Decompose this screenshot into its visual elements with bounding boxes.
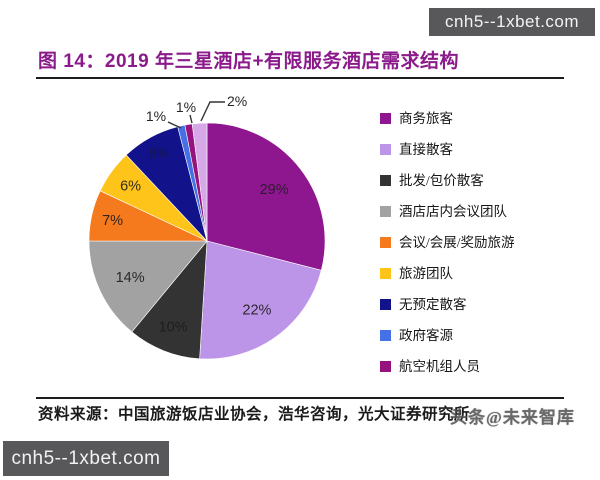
slice-percentage-label: 22% bbox=[242, 303, 271, 319]
legend-label: 酒店店内会议团队 bbox=[399, 204, 507, 219]
slice-percentage-label: 1% bbox=[146, 108, 166, 124]
watermark-top-right: cnh5--1xbet.com bbox=[429, 8, 595, 36]
legend-item: 直接散客 bbox=[380, 141, 515, 159]
slice-percentage-label: 6% bbox=[120, 179, 141, 195]
watermark-bottom-left: cnh5--1xbet.com bbox=[3, 441, 169, 476]
legend-label: 商务旅客 bbox=[399, 111, 453, 126]
legend-item: 酒店店内会议团队 bbox=[380, 203, 515, 221]
title-divider bbox=[36, 77, 564, 79]
pie-slice bbox=[206, 122, 326, 271]
legend-item: 旅游团队 bbox=[380, 265, 515, 283]
legend-item: 无预定散客 bbox=[380, 296, 515, 314]
legend-item: 航空机组人员 bbox=[380, 358, 515, 376]
legend-item: 商务旅客 bbox=[380, 110, 515, 128]
legend-swatch-icon bbox=[380, 268, 391, 279]
legend-item: 会议/会展/奖励旅游 bbox=[380, 234, 515, 252]
legend-swatch-icon bbox=[380, 237, 391, 248]
pie-slice bbox=[88, 240, 208, 333]
slice-percentage-label: 7% bbox=[102, 213, 123, 229]
legend-swatch-icon bbox=[380, 330, 391, 341]
source-note: 资料来源：中国旅游饭店业协会，浩华咨询，光大证券研究所 bbox=[38, 406, 471, 423]
footer-divider bbox=[36, 397, 564, 399]
slice-percentage-label: 2% bbox=[227, 93, 247, 109]
pie-slice bbox=[199, 240, 322, 360]
legend-swatch-icon bbox=[380, 299, 391, 310]
label-leader-line bbox=[189, 114, 193, 124]
legend-label: 无预定散客 bbox=[399, 297, 467, 312]
legend-swatch-icon bbox=[380, 175, 391, 186]
pie-chart: 29% 22% 10% 14% 7% 6% 8% 1% 1% 2% bbox=[88, 93, 326, 360]
label-leader-line bbox=[200, 101, 225, 122]
legend-label: 旅游团队 bbox=[399, 266, 453, 281]
slice-percentage-label: 1% bbox=[176, 99, 196, 115]
slice-percentage-label: 10% bbox=[159, 320, 188, 336]
legend-label: 航空机组人员 bbox=[399, 359, 480, 374]
watermark-overlay: 头条@未来智库 bbox=[450, 408, 575, 427]
legend-label: 政府客源 bbox=[399, 328, 453, 343]
legend-label: 批发/包价散客 bbox=[399, 173, 484, 188]
slice-percentage-label: 29% bbox=[260, 182, 289, 198]
legend-swatch-icon bbox=[380, 113, 391, 124]
pie-slice bbox=[191, 122, 208, 242]
label-leader-line bbox=[167, 121, 182, 129]
slice-percentage-label: 14% bbox=[116, 270, 145, 286]
legend-label: 直接散客 bbox=[399, 142, 453, 157]
chart-legend: 商务旅客直接散客批发/包价散客酒店店内会议团队 会议/会展/奖励旅游 旅游团队无预定… bbox=[380, 110, 515, 389]
legend-swatch-icon bbox=[380, 144, 391, 155]
slice-percentage-label: 8% bbox=[148, 146, 169, 162]
legend-swatch-icon bbox=[380, 206, 391, 217]
pie-slice bbox=[131, 240, 208, 360]
legend-swatch-icon bbox=[380, 361, 391, 372]
legend-item: 批发/包价散客 bbox=[380, 172, 515, 190]
legend-label: 会议/会展/奖励旅游 bbox=[399, 235, 515, 250]
figure-title: 图 14：2019 年三星酒店+有限服务酒店需求结构 bbox=[38, 51, 460, 72]
legend-item: 政府客源 bbox=[380, 327, 515, 345]
